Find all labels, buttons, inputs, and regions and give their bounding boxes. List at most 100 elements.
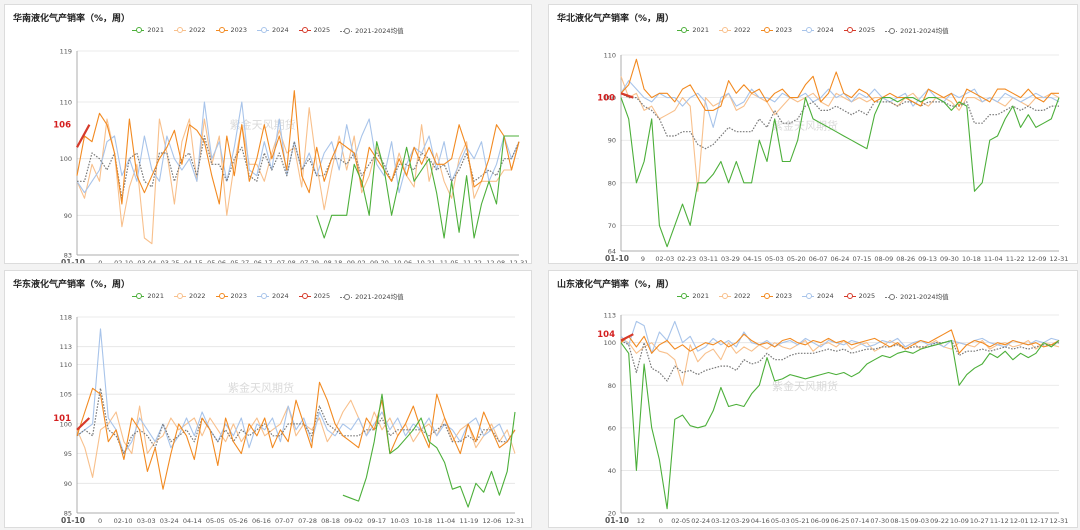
legend-swatch bbox=[298, 27, 311, 34]
x-tick-label: 07-15 bbox=[852, 255, 871, 263]
legend-item[interactable]: 2021 bbox=[132, 292, 164, 300]
y-tick-label: 90 bbox=[64, 212, 72, 220]
chart-panel-huadong: 华东液化气产销率（%，周） 2021 2022 2023 2024 2025 2021-2… bbox=[4, 270, 532, 528]
series-line[interactable] bbox=[76, 101, 520, 194]
x-tick-label: 08-18 bbox=[321, 517, 340, 525]
x-tick-label: 10-18 bbox=[962, 255, 981, 263]
x-tick-label: 05-20 bbox=[787, 255, 806, 263]
legend-item[interactable]: 2022 bbox=[173, 26, 206, 34]
legend-item[interactable]: 2022 bbox=[718, 292, 751, 300]
legend-item[interactable]: 2022 bbox=[718, 26, 751, 34]
x-tick-label: 09-02 bbox=[344, 517, 363, 525]
y-tick-label: 20 bbox=[608, 510, 616, 518]
series-line[interactable] bbox=[620, 92, 1059, 150]
legend-swatch bbox=[340, 294, 353, 301]
series-line[interactable] bbox=[76, 90, 520, 205]
series-line[interactable] bbox=[620, 97, 1060, 248]
series-line[interactable] bbox=[76, 417, 91, 431]
legend-item[interactable]: 2024 bbox=[802, 292, 834, 300]
x-tick-label-highlight: 01-10 bbox=[605, 254, 629, 263]
legend-label: 2021 bbox=[692, 292, 709, 300]
legend-item[interactable]: 2021-2024均值 bbox=[340, 291, 404, 301]
x-tick-label: 03-29 bbox=[721, 255, 740, 263]
legend-item[interactable]: 2024 bbox=[802, 26, 834, 34]
legend-item[interactable]: 2023 bbox=[760, 26, 792, 34]
series-line[interactable] bbox=[76, 107, 520, 245]
x-tick-label: 02-24 bbox=[691, 517, 710, 525]
x-tick-label: 05-06 bbox=[207, 259, 226, 263]
series-line[interactable] bbox=[76, 328, 516, 455]
legend-item[interactable]: 2021-2024均值 bbox=[885, 25, 949, 35]
y-tick-label: 100 bbox=[604, 339, 616, 347]
chart-legend: 2021 2022 2023 2024 2025 2021-2024均值 bbox=[549, 291, 1077, 301]
legend-item[interactable]: 2025 bbox=[843, 26, 876, 34]
series-line[interactable] bbox=[620, 92, 634, 99]
legend-label: 2021-2024均值 bbox=[900, 293, 949, 301]
legend-label: 2025 bbox=[858, 292, 876, 300]
series-line[interactable] bbox=[620, 339, 1060, 382]
x-tick-label: 12-01 bbox=[1010, 517, 1029, 525]
x-tick-label: 04-15 bbox=[184, 259, 203, 263]
legend-item[interactable]: 2021 bbox=[132, 26, 164, 34]
x-tick-label-highlight: 01-10 bbox=[61, 258, 85, 263]
series-line[interactable] bbox=[620, 339, 1060, 510]
legend-item[interactable]: 2021 bbox=[677, 292, 709, 300]
legend-label: 2023 bbox=[230, 26, 248, 34]
legend-swatch bbox=[802, 27, 815, 34]
y-tick-label: 110 bbox=[60, 99, 72, 107]
x-tick-label: 10-27 bbox=[970, 517, 989, 525]
x-tick-label: 03-24 bbox=[160, 517, 179, 525]
legend-item[interactable]: 2021-2024均值 bbox=[885, 291, 949, 301]
series-line[interactable] bbox=[620, 333, 634, 342]
x-tick-label: 9 bbox=[641, 255, 645, 263]
legend-label: 2021-2024均值 bbox=[355, 293, 404, 301]
x-tick-label-highlight: 01-10 bbox=[61, 516, 85, 525]
series-line[interactable] bbox=[342, 393, 516, 508]
legend-swatch bbox=[677, 293, 690, 300]
legend-item[interactable]: 2021-2024均值 bbox=[340, 25, 404, 35]
y-tick-label: 80 bbox=[608, 179, 616, 187]
x-tick-label: 07-14 bbox=[850, 517, 869, 525]
series-line[interactable] bbox=[76, 387, 516, 455]
legend-swatch bbox=[173, 27, 186, 34]
legend-label: 2024 bbox=[272, 26, 289, 34]
legend-item[interactable]: 2023 bbox=[760, 292, 792, 300]
chart-svg: 64 70 80 90 100 110 01-10 9 02-03 02-23 03-11 03-29… bbox=[597, 52, 1068, 264]
series-line[interactable] bbox=[620, 80, 1060, 128]
chart-svg: 85 90 95 100 105 110 113 118 01-10 0 02-10 03-03 03-… bbox=[53, 314, 524, 526]
series-line[interactable] bbox=[77, 135, 520, 199]
legend-item[interactable]: 2021 bbox=[677, 26, 709, 34]
y-tick-label: 119 bbox=[60, 48, 72, 56]
legend-item[interactable]: 2025 bbox=[298, 292, 330, 300]
x-tick-label: 06-24 bbox=[831, 255, 850, 263]
series-line[interactable] bbox=[76, 124, 91, 148]
y-tick-label: 90 bbox=[608, 137, 616, 145]
legend-swatch bbox=[802, 293, 815, 300]
legend-item[interactable]: 2025 bbox=[298, 26, 330, 34]
series-line[interactable] bbox=[76, 381, 516, 490]
x-tick-label: 12 bbox=[637, 517, 645, 525]
legend-item[interactable]: 2024 bbox=[257, 292, 289, 300]
x-tick-label: 05-03 bbox=[765, 255, 784, 263]
series-line[interactable] bbox=[76, 399, 516, 478]
legend-swatch bbox=[718, 27, 731, 34]
legend-label: 2021 bbox=[147, 26, 164, 34]
legend-item[interactable]: 2023 bbox=[215, 26, 248, 34]
legend-item[interactable]: 2023 bbox=[215, 292, 248, 300]
chart-legend: 2021 2022 2023 2024 2025 2021-2024均值 bbox=[5, 291, 531, 301]
series-line[interactable] bbox=[620, 329, 1060, 354]
series-line[interactable] bbox=[316, 135, 519, 239]
legend-label: 2023 bbox=[230, 292, 248, 300]
legend-label: 2025 bbox=[858, 26, 876, 34]
legend-item[interactable]: 2025 bbox=[843, 292, 876, 300]
x-tick-label: 11-04 bbox=[436, 517, 455, 525]
legend-item[interactable]: 2024 bbox=[257, 26, 289, 34]
series-line[interactable] bbox=[620, 58, 1059, 111]
y-tick-label: 113 bbox=[604, 312, 616, 320]
legend-item[interactable]: 2022 bbox=[173, 292, 206, 300]
chart-title: 华北液化气产销率（%，周） bbox=[557, 14, 675, 24]
x-tick-label: 09-22 bbox=[930, 517, 949, 525]
series-line[interactable] bbox=[620, 320, 1060, 354]
x-tick-label: 12-09 bbox=[1028, 255, 1047, 263]
x-tick-label: 03-12 bbox=[711, 517, 730, 525]
